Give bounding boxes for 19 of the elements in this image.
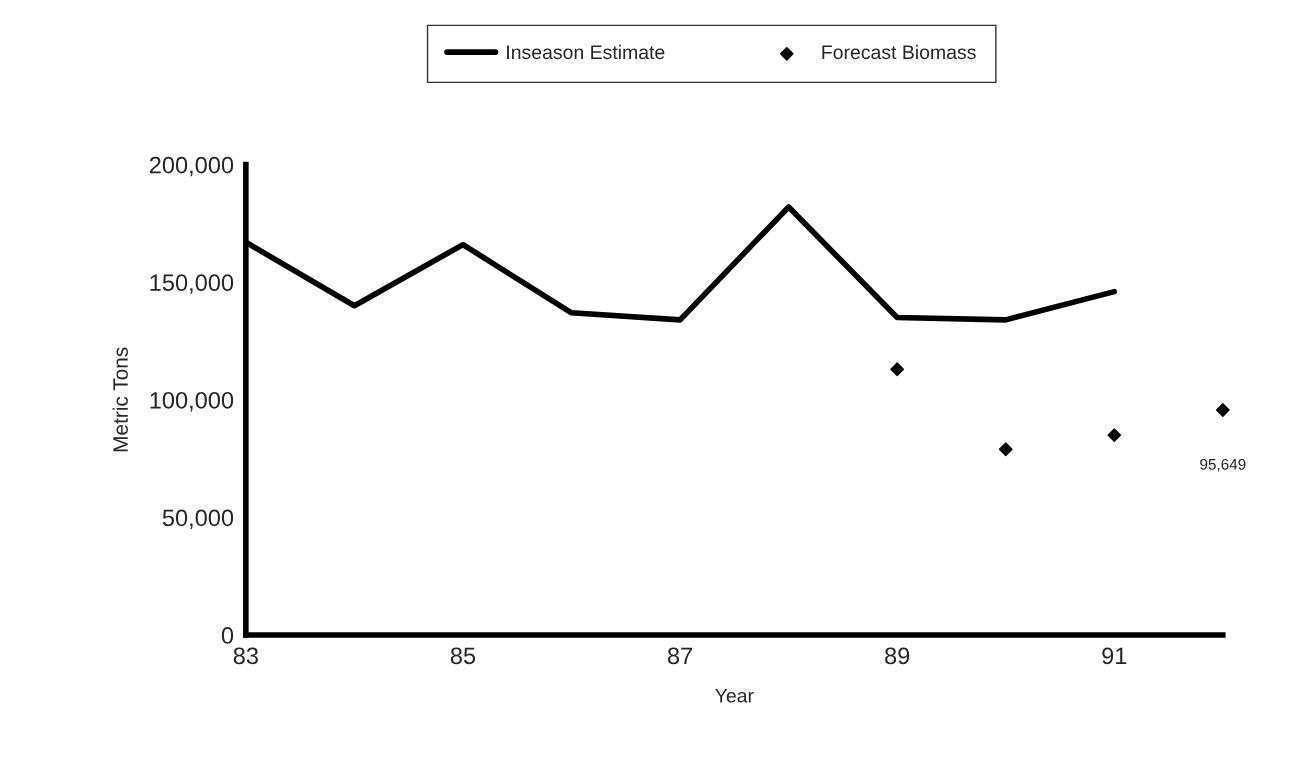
y-tick-label: 150,000	[150, 274, 234, 294]
x-tick-label: 91	[1102, 647, 1127, 665]
y-tick-label: 200,000	[149, 156, 234, 177]
point	[998, 442, 1013, 457]
legend-label: Inseason Estimate	[507, 44, 665, 60]
point	[890, 362, 905, 377]
y-tick-label: 50,000	[162, 509, 234, 530]
legend-label: Forecast Biomass	[822, 44, 976, 60]
x-tick-label: 89	[885, 647, 910, 665]
y-tick-label: 0	[221, 627, 234, 644]
y-axis-title: Metric Tons	[112, 347, 128, 452]
data-label: 95,649	[1200, 458, 1246, 472]
x-tick-label: 83	[233, 647, 258, 665]
x-axis-title: Year	[715, 689, 754, 703]
y-tick-label: 100,000	[150, 391, 234, 412]
x-tick-label: 85	[450, 647, 476, 665]
x-tick-label: 87	[667, 647, 693, 665]
point	[1107, 428, 1122, 443]
point	[1215, 403, 1230, 417]
